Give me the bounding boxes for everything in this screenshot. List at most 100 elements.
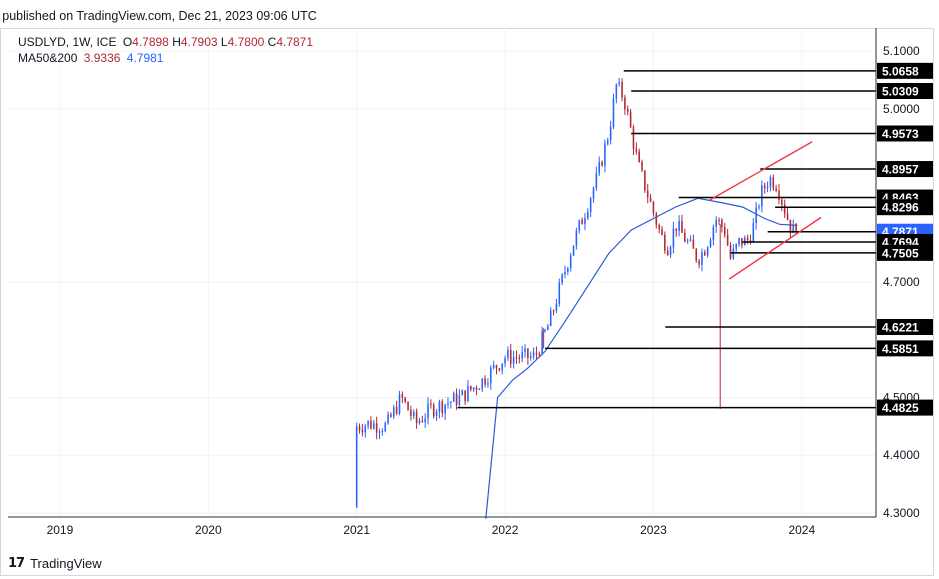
candle-body [361,430,364,433]
open-label: O [122,35,133,49]
ma-label[interactable]: MA50&200 [18,51,78,65]
candle-body [629,111,632,128]
candle-body [467,385,469,402]
candle-body [769,177,772,187]
candle-body [726,234,729,246]
open-value: 4.7898 [132,35,169,49]
candle-body [427,403,429,419]
candle-body [472,387,475,390]
publish-header: ι published on TradingView.com, Dec 21, … [0,0,939,28]
chart-legend: USDLYD, 1W, ICE O4.7898 H4.7903 L4.7800 … [18,34,313,66]
candle-body [501,363,503,371]
tradingview-brand[interactable]: 17 TradingView [8,553,102,573]
candle-body [572,245,575,256]
candle-body [589,198,592,212]
candle-body [652,201,655,214]
candle-body [532,352,535,357]
candle-body [795,224,797,232]
y-tick-label: 5.0000 [883,102,920,116]
level-price-label: 4.7505 [882,246,919,260]
candle-body [509,350,512,364]
level-price-label: 4.8296 [882,201,919,215]
level-price-label: 4.8957 [882,163,919,177]
candle-body [512,357,515,364]
candle-body [601,161,603,166]
level-price-label: 4.5851 [882,342,919,356]
candle-body [370,420,372,429]
candle-body [515,357,518,359]
candle-body [644,170,646,191]
candle-body [401,394,404,398]
candle-body [358,426,361,431]
candle-body [395,407,398,414]
candle-body [695,248,698,261]
candle-body [735,244,737,249]
y-tick-label: 4.3000 [883,506,920,520]
candle-body [701,252,703,265]
level-price-label: 4.4825 [882,401,919,415]
candle-body [609,127,612,141]
candle-body [435,411,438,417]
candle-body [450,401,452,404]
candle-body [407,401,409,411]
candle-body [781,199,783,205]
candle-body [723,227,726,235]
candle-body [612,98,615,128]
candle-body [464,390,466,402]
candle-body [578,220,581,231]
candle-body [758,206,760,208]
y-tick-label: 4.5000 [883,390,920,404]
candle-body [541,331,543,355]
support-resistance-layer: 5.06585.03094.95734.89574.84634.82964.78… [457,62,933,416]
axes-layer: 2019 2020 2021 2022 2023 2024 5.1000 5.0000 4.70… [8,28,920,537]
candle-body [786,213,789,220]
level-price-box [877,319,933,336]
candle-body [715,219,717,227]
candle-body [555,303,558,311]
candle-body [646,190,649,198]
high-value: 4.7903 [180,35,218,49]
candle-body [375,423,378,433]
candle-body [595,173,598,189]
level-price-label: 5.0658 [882,64,919,78]
candle-body [487,383,489,385]
low-value: 4.7800 [227,35,265,49]
ma200-value: 4.7981 [126,51,164,65]
y-tick-label: 5.1000 [883,44,920,58]
candle-body [392,407,395,417]
tradingview-logo-icon: 17 [8,555,25,571]
candle-body [475,387,478,390]
published-info: ι published on TradingView.com, Dec 21, … [0,9,317,23]
candle-body [415,411,418,423]
candle-body [418,420,421,423]
y-tick-label: 4.4000 [883,448,920,462]
candle-body [738,238,740,245]
candle-body [507,350,509,359]
candle-body [712,226,715,240]
candle-body [598,161,601,174]
level-price-box [877,399,933,416]
candle-body [661,229,663,235]
candle-body [766,186,769,189]
candle-body [561,274,563,283]
candle-body [527,348,529,359]
symbol-label[interactable]: USDLYD, 1W, ICE [18,35,117,49]
candle-body [606,140,609,144]
candle-body [621,82,623,98]
level-price-box [877,244,933,261]
level-price-label: 4.6221 [882,321,919,335]
candle-body [378,431,381,433]
candle-body [387,414,389,424]
x-tick-label: 2024 [788,523,815,537]
level-price-box [877,340,933,357]
candle-body [789,219,792,234]
candle-body [484,378,486,385]
candle-body [672,228,675,248]
candle-body [470,385,472,390]
y-tick-label: 4.7000 [883,275,920,289]
level-price-box [877,199,933,216]
candle-body [581,220,583,225]
candle-body [698,260,700,265]
candle-body [364,425,367,433]
